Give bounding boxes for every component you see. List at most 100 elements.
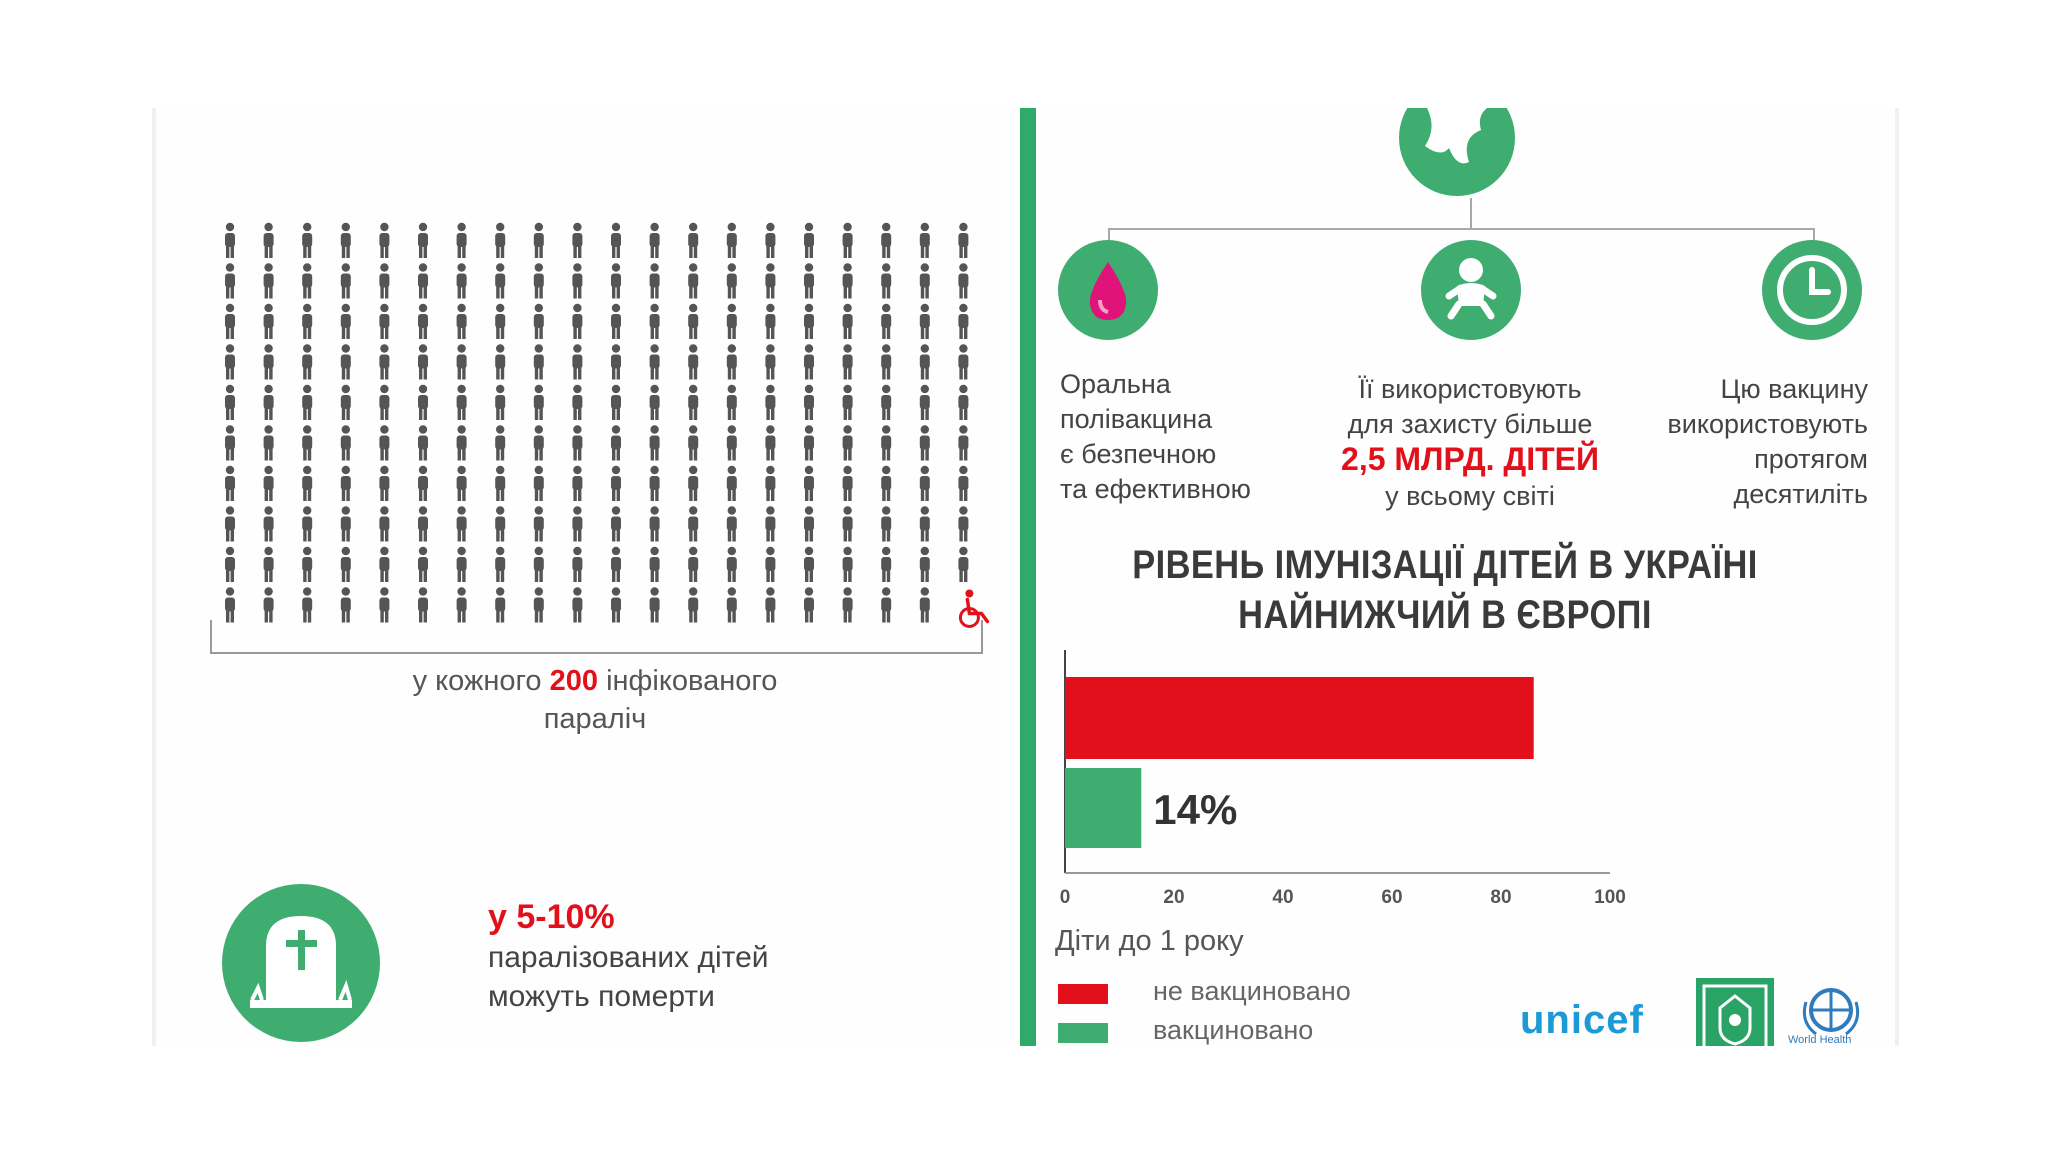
person-icon: [263, 465, 274, 501]
person-icon: [225, 506, 235, 542]
person-icon: [688, 425, 699, 461]
person-icon: [456, 587, 467, 623]
x-tick-label: 0: [1060, 887, 1071, 908]
person-icon: [919, 263, 930, 299]
person-icon: [726, 506, 737, 542]
person-icon: [225, 344, 235, 380]
person-icon: [456, 465, 467, 501]
person-icon: [726, 344, 737, 380]
person-icon: [919, 303, 930, 339]
person-icon: [958, 303, 969, 339]
person-icon: [649, 465, 660, 501]
person-icon: [302, 303, 313, 339]
person-icon: [533, 303, 544, 339]
grid-bracket: [210, 620, 983, 654]
person-icon: [765, 546, 776, 582]
person-icon: [765, 344, 776, 380]
person-icon: [379, 465, 390, 501]
person-icon: [611, 222, 621, 258]
person-icon: [572, 303, 583, 339]
person-icon: [302, 425, 313, 461]
person-icon: [572, 263, 583, 299]
person-icon: [572, 587, 583, 623]
person-icon: [340, 465, 351, 501]
paralysis-prefix: у кожного: [412, 665, 542, 697]
person-icon: [302, 222, 313, 258]
person-icon: [919, 384, 930, 420]
person-icon: [958, 384, 969, 420]
person-icon: [726, 587, 737, 623]
person-icon: [572, 222, 583, 258]
person-icon: [379, 425, 390, 461]
person-icon: [495, 384, 506, 420]
person-icon: [379, 506, 390, 542]
person-icon: [572, 506, 583, 542]
paralysis-number: 200: [549, 665, 599, 697]
person-icon: [881, 425, 892, 461]
person-icon: [418, 303, 428, 339]
person-icon: [688, 303, 699, 339]
person-icon: [456, 344, 467, 380]
person-icon: [456, 506, 467, 542]
person-icon: [533, 222, 544, 258]
who-logo-text: World Health: [1788, 1034, 1852, 1046]
person-icon: [611, 384, 621, 420]
feature-highlight: 2,5 МЛРД. ДІТЕЙ: [1341, 441, 1599, 477]
person-icon: [649, 222, 660, 258]
person-icon: [726, 222, 737, 258]
ministry-logo: [1696, 978, 1774, 1046]
person-icon: [302, 506, 313, 542]
feature-decades-text: Цю вакцину використовують протягом десят…: [1667, 374, 1868, 509]
who-logo: [1802, 988, 1860, 1036]
person-icon: [263, 263, 274, 299]
person-icon: [263, 303, 274, 339]
person-icon: [456, 425, 467, 461]
person-icon: [765, 384, 776, 420]
clock-icon: [1762, 240, 1862, 340]
people-pictogram: [225, 222, 990, 628]
person-icon: [919, 506, 930, 542]
person-icon: [456, 384, 467, 420]
person-icon: [533, 344, 544, 380]
person-icon: [418, 425, 428, 461]
branch-stem: [1470, 198, 1472, 228]
person-icon: [804, 506, 814, 542]
bar-vaccinated: [1065, 768, 1142, 848]
person-icon: [611, 546, 621, 582]
person-icon: [881, 465, 892, 501]
person-icon: [340, 587, 351, 623]
person-icon: [572, 465, 583, 501]
person-icon: [533, 384, 544, 420]
person-icon: [418, 587, 428, 623]
person-icon: [842, 506, 853, 542]
person-icon: [495, 465, 506, 501]
x-tick-label: 20: [1163, 887, 1184, 908]
person-icon: [379, 303, 390, 339]
x-tick-label: 40: [1272, 887, 1293, 908]
x-tick-label: 100: [1594, 887, 1626, 908]
person-icon: [919, 587, 930, 623]
person-icon: [225, 384, 235, 420]
person-icon: [765, 506, 776, 542]
person-icon: [302, 587, 313, 623]
person-icon: [340, 222, 351, 258]
person-icon: [881, 384, 892, 420]
person-icon: [958, 344, 969, 380]
person-icon: [533, 465, 544, 501]
x-tick-label: 80: [1490, 887, 1511, 908]
chart-subtitle: Діти до 1 року: [1055, 925, 1244, 957]
person-icon: [418, 344, 428, 380]
person-icon: [495, 303, 506, 339]
person-icon: [495, 506, 506, 542]
person-icon: [263, 384, 274, 420]
globe-icon: [1397, 108, 1517, 198]
person-icon: [263, 587, 274, 623]
person-icon: [919, 222, 930, 258]
person-icon: [263, 425, 274, 461]
person-icon: [495, 425, 506, 461]
person-icon: [842, 384, 853, 420]
person-icon: [225, 425, 235, 461]
person-icon: [611, 303, 621, 339]
person-icon: [842, 587, 853, 623]
person-icon: [340, 425, 351, 461]
